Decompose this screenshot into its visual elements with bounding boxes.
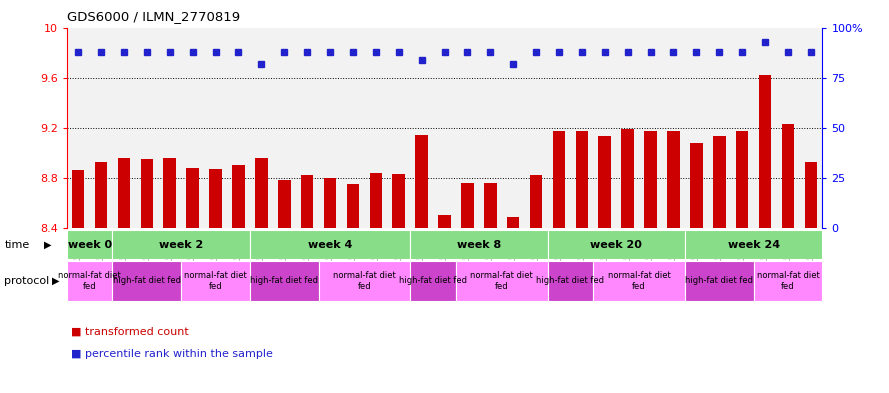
- Text: normal-fat diet
fed: normal-fat diet fed: [470, 271, 533, 291]
- Text: week 0: week 0: [68, 240, 112, 250]
- Bar: [392, 174, 405, 228]
- Text: week 8: week 8: [457, 240, 501, 250]
- Bar: [685, 230, 822, 259]
- Text: ▶: ▶: [52, 276, 60, 286]
- Text: ▶: ▶: [44, 240, 52, 250]
- Text: time: time: [4, 240, 29, 250]
- Text: normal-fat diet
fed: normal-fat diet fed: [58, 271, 121, 291]
- Text: normal-fat diet
fed: normal-fat diet fed: [184, 271, 247, 291]
- Bar: [667, 132, 680, 228]
- Bar: [300, 175, 314, 228]
- Bar: [67, 261, 113, 301]
- Bar: [685, 261, 754, 301]
- Text: week 24: week 24: [727, 240, 780, 250]
- Bar: [95, 162, 108, 228]
- Bar: [232, 165, 244, 228]
- Bar: [140, 159, 153, 228]
- Bar: [347, 184, 359, 228]
- Text: normal-fat diet
fed: normal-fat diet fed: [608, 271, 670, 291]
- Bar: [575, 132, 589, 228]
- Bar: [438, 215, 451, 228]
- Bar: [250, 261, 318, 301]
- Text: high-fat diet fed: high-fat diet fed: [399, 277, 467, 285]
- Bar: [164, 158, 176, 228]
- Bar: [67, 230, 113, 259]
- Bar: [181, 261, 250, 301]
- Text: high-fat diet fed: high-fat diet fed: [113, 277, 180, 285]
- Bar: [781, 124, 794, 228]
- Bar: [415, 135, 428, 228]
- Bar: [548, 230, 685, 259]
- Bar: [805, 162, 817, 228]
- Bar: [530, 175, 542, 228]
- Bar: [278, 180, 291, 228]
- Text: normal-fat diet
fed: normal-fat diet fed: [333, 271, 396, 291]
- Bar: [209, 169, 222, 228]
- Text: high-fat diet fed: high-fat diet fed: [536, 277, 605, 285]
- Bar: [410, 230, 548, 259]
- Bar: [645, 132, 657, 228]
- Bar: [507, 217, 519, 228]
- Bar: [117, 158, 130, 228]
- Text: high-fat diet fed: high-fat diet fed: [685, 277, 753, 285]
- Bar: [410, 261, 456, 301]
- Bar: [72, 170, 84, 228]
- Text: protocol: protocol: [4, 276, 50, 286]
- Text: ■ transformed count: ■ transformed count: [71, 327, 188, 337]
- Bar: [593, 261, 685, 301]
- Text: GDS6000 / ILMN_2770819: GDS6000 / ILMN_2770819: [67, 10, 240, 23]
- Bar: [324, 178, 336, 228]
- Text: normal-fat diet
fed: normal-fat diet fed: [757, 271, 820, 291]
- Bar: [484, 183, 497, 228]
- Bar: [461, 183, 474, 228]
- Bar: [736, 132, 749, 228]
- Bar: [113, 261, 181, 301]
- Text: week 20: week 20: [590, 240, 642, 250]
- Bar: [255, 158, 268, 228]
- Bar: [553, 132, 565, 228]
- Text: ■ percentile rank within the sample: ■ percentile rank within the sample: [71, 349, 273, 359]
- Bar: [370, 173, 382, 228]
- Bar: [318, 261, 410, 301]
- Bar: [713, 136, 725, 228]
- Text: week 2: week 2: [159, 240, 204, 250]
- Bar: [187, 168, 199, 228]
- Text: week 4: week 4: [308, 240, 352, 250]
- Bar: [754, 261, 822, 301]
- Bar: [759, 75, 772, 228]
- Bar: [548, 261, 593, 301]
- Bar: [621, 129, 634, 228]
- Bar: [113, 230, 250, 259]
- Text: high-fat diet fed: high-fat diet fed: [250, 277, 318, 285]
- Bar: [250, 230, 410, 259]
- Bar: [598, 136, 611, 228]
- Bar: [690, 143, 702, 228]
- Bar: [456, 261, 548, 301]
